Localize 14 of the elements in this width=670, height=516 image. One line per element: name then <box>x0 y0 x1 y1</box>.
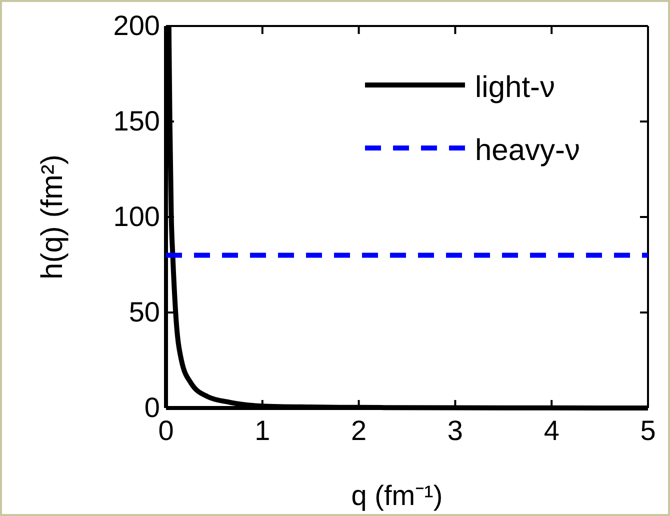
x-tick-label: 3 <box>447 414 463 446</box>
y-tick-label: 50 <box>128 296 160 328</box>
legend-label: light-ν <box>475 71 556 104</box>
x-tick-label: 4 <box>544 414 560 446</box>
x-axis-title: q (fm⁻¹) <box>351 480 443 511</box>
y-axis-title: h(q) (fm²) <box>36 154 69 280</box>
x-tick-label: 5 <box>640 414 656 446</box>
y-tick-label: 100 <box>113 200 160 232</box>
y-tick-label: 150 <box>113 105 160 136</box>
legend-label: heavy-ν <box>475 134 580 167</box>
x-tick-label: 1 <box>254 414 270 446</box>
x-tick-label: 2 <box>351 414 367 446</box>
y-tick-label: 200 <box>113 10 160 41</box>
y-tick-label: 0 <box>144 392 160 423</box>
